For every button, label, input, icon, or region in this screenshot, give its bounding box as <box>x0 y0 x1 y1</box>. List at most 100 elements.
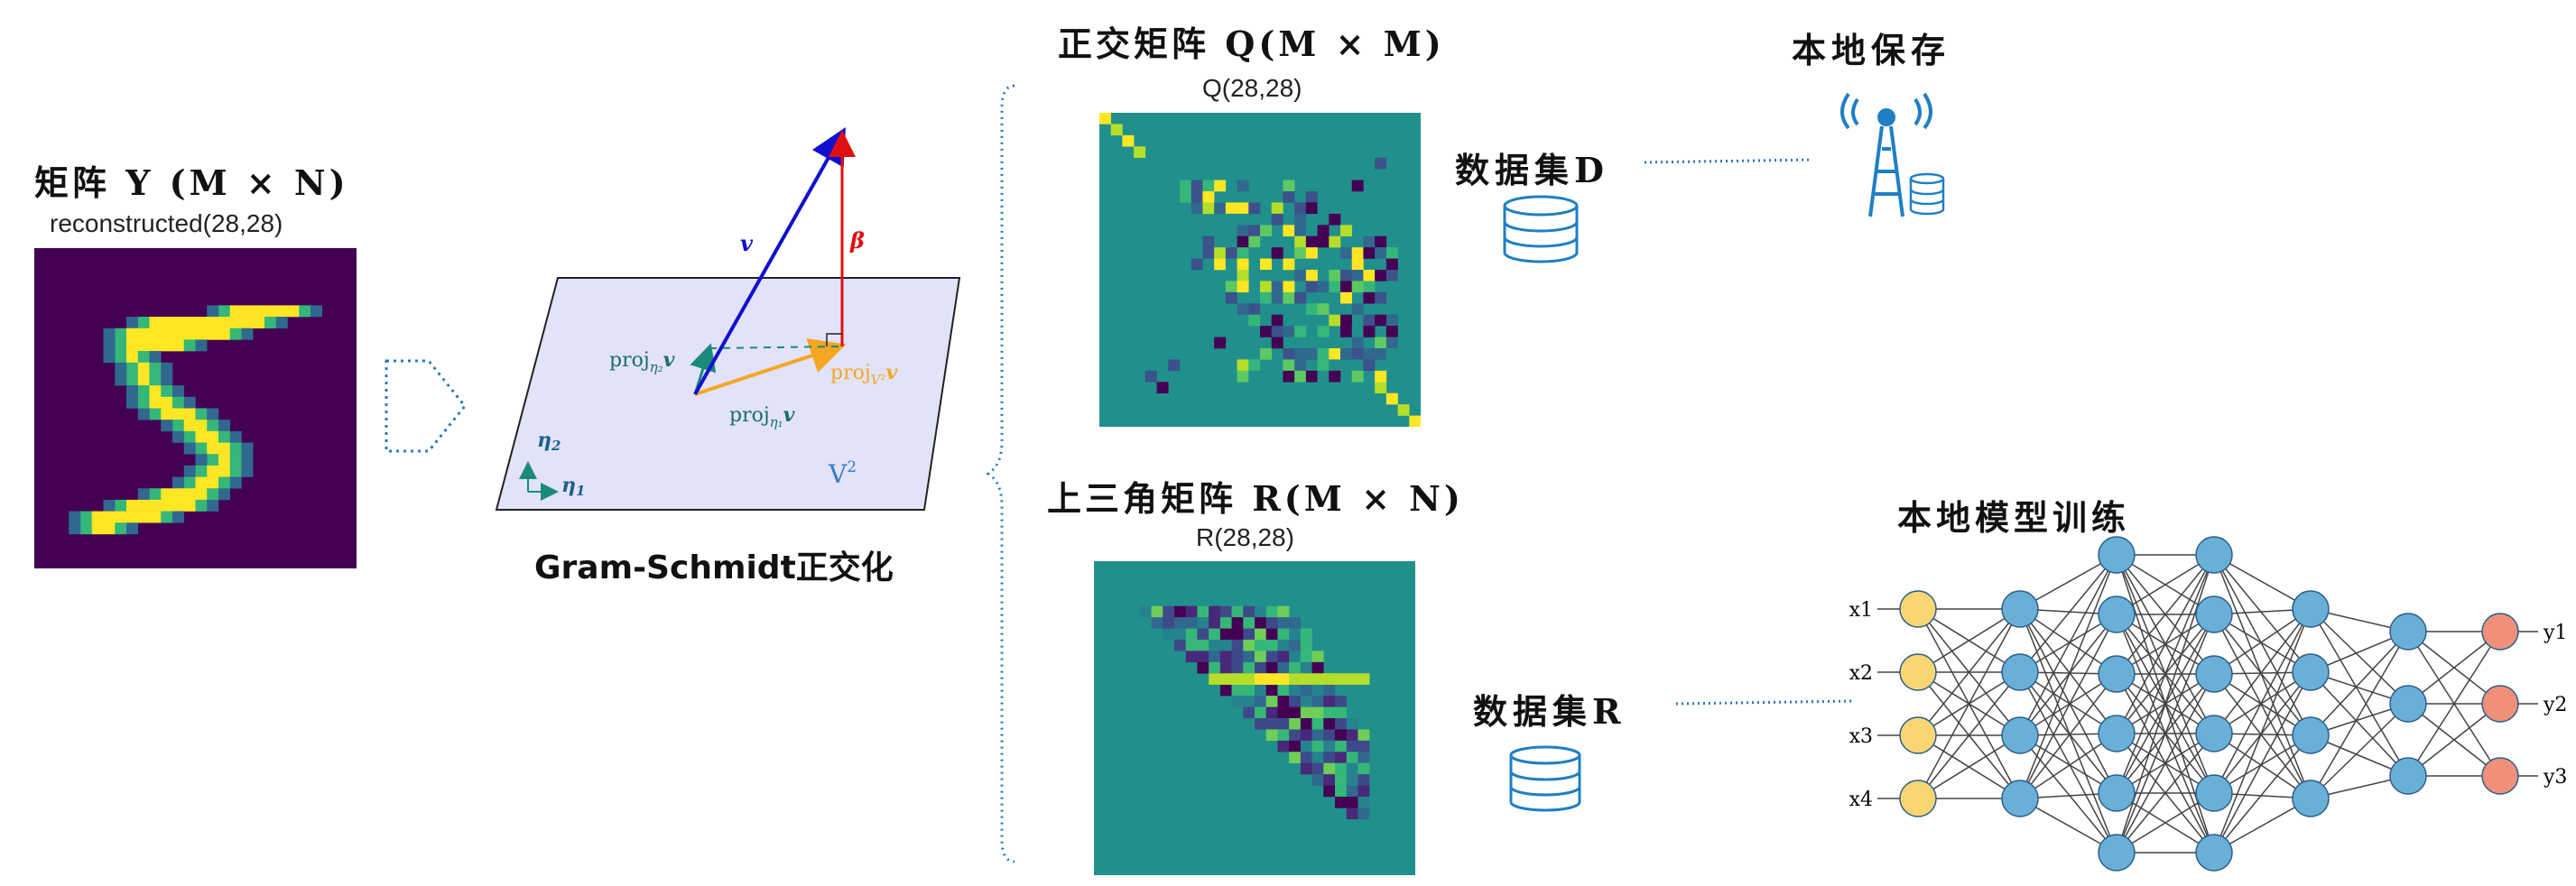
dataset-r-label: 数据集R <box>1473 691 1626 732</box>
hidden-node <box>2001 653 2039 691</box>
input-label: x4 <box>1849 789 1873 811</box>
hidden-node <box>2195 536 2233 574</box>
network-edge <box>2213 734 2312 854</box>
input-label: x2 <box>1849 662 1873 685</box>
output-node <box>2481 757 2519 795</box>
svg-text:η1: η1 <box>561 474 585 499</box>
hidden-node <box>2001 780 2039 817</box>
matrix-y-subtitle: reconstructed(28,28) <box>50 209 283 237</box>
label-proj-eta2: projη₂v <box>609 348 675 375</box>
network-edge <box>2213 608 2312 734</box>
network-edge <box>1917 608 2021 673</box>
q-heatmap <box>1099 113 1422 428</box>
vector-v <box>693 127 846 395</box>
network-edge <box>2019 608 2117 675</box>
network-edge <box>1917 608 2021 799</box>
plane-label: V2 <box>828 458 857 489</box>
network-edge <box>2213 614 2312 673</box>
network-edge <box>2213 614 2312 736</box>
curly-brace <box>986 84 1015 863</box>
network-edge <box>2310 608 2409 777</box>
network-edge <box>2213 671 2312 854</box>
hidden-node <box>2001 716 2039 754</box>
neural-network: x1 x2 x3 x4 y1 y2 y3 <box>1849 536 2567 872</box>
hidden-node <box>2195 774 2233 812</box>
network-edge <box>2116 733 2215 854</box>
network-edge <box>2116 614 2215 854</box>
database-icon <box>1509 745 1581 812</box>
hidden-node <box>2389 757 2427 795</box>
input-node <box>1899 653 1937 691</box>
network-edge <box>2213 608 2312 675</box>
network-edge <box>2019 614 2117 673</box>
network-edge <box>2019 734 2117 794</box>
network-edge <box>2407 703 2501 777</box>
input-node <box>1899 780 1937 817</box>
digit-five-heatmap <box>69 305 323 535</box>
network-edge <box>1917 671 2021 799</box>
flow-arrow-right <box>385 359 467 453</box>
matrix-r-subtitle: R(28,28) <box>1196 523 1294 551</box>
input-node <box>1899 590 1937 628</box>
hidden-node <box>2098 834 2136 872</box>
network-edge <box>2019 608 2117 734</box>
hidden-node <box>2001 590 2039 628</box>
svg-text:η2: η2 <box>537 429 561 454</box>
network-edge <box>2213 673 2312 736</box>
input-label: x1 <box>1849 599 1873 622</box>
network-edge <box>2019 608 2117 794</box>
network-edge <box>2019 734 2117 854</box>
dataset-d-label: 数据集D <box>1455 150 1609 190</box>
network-edge <box>2116 554 2215 675</box>
label-proj-v2: projV²v <box>830 361 898 388</box>
subspace-plane <box>495 277 961 511</box>
hidden-node <box>2292 653 2330 691</box>
hidden-node <box>2292 590 2330 628</box>
r-heatmap <box>1139 605 1370 820</box>
gram-schmidt-diagram: v β projη₂v projη₁v projV²v η2 η1 V2 <box>495 127 961 511</box>
network-edge <box>2019 554 2117 673</box>
hidden-node <box>2098 536 2136 574</box>
matrix-q-title: 正交矩阵 Q(M × M) <box>1058 23 1445 64</box>
hidden-node <box>2389 685 2427 723</box>
network-edge <box>2213 614 2312 799</box>
network-edge <box>2213 734 2312 794</box>
network-edge <box>2019 673 2117 736</box>
matrix-q-subtitle: Q(28,28) <box>1202 74 1302 102</box>
local-save-title: 本地保存 <box>1792 31 1951 70</box>
label-beta: β <box>849 227 865 254</box>
matrix-y-title: 矩阵 Y (M × N) <box>34 162 349 203</box>
network-edge <box>2213 608 2312 854</box>
output-label: y2 <box>2543 694 2567 716</box>
network-edge <box>2019 554 2117 736</box>
network-edge <box>2213 554 2312 673</box>
network-edge <box>1917 608 2021 736</box>
right-angle-mark <box>826 333 842 346</box>
antenna-tower-icon <box>1840 92 1945 217</box>
network-edge <box>2019 673 2117 799</box>
projection-vector <box>694 338 847 396</box>
gram-schmidt-caption: Gram-Schmidt正交化 <box>534 549 894 586</box>
network-edge <box>2019 733 2117 799</box>
hidden-node <box>2389 613 2427 651</box>
training-title: 本地模型训练 <box>1897 498 2131 538</box>
hidden-node <box>2098 774 2136 812</box>
network-edge <box>2310 608 2409 705</box>
dotted-connector <box>1675 699 1854 706</box>
output-label: y3 <box>2543 766 2567 789</box>
network-edge <box>2116 554 2215 794</box>
network-edge <box>2213 733 2312 799</box>
label-v: v <box>740 230 754 256</box>
output-node <box>2481 613 2519 651</box>
network-edge <box>2116 554 2215 854</box>
network-edge <box>2213 673 2312 799</box>
output-label: y1 <box>2543 622 2567 644</box>
matrix-r-title: 上三角矩阵 R(M × N) <box>1047 478 1464 519</box>
network-edge <box>2407 631 2501 777</box>
network-edge <box>2310 671 2409 777</box>
hidden-node <box>2292 780 2330 817</box>
hidden-node <box>2098 715 2136 752</box>
network-edge <box>2310 631 2409 736</box>
matrix-q-image <box>1099 113 1422 428</box>
label-proj-eta1: projη₁v <box>729 403 795 430</box>
